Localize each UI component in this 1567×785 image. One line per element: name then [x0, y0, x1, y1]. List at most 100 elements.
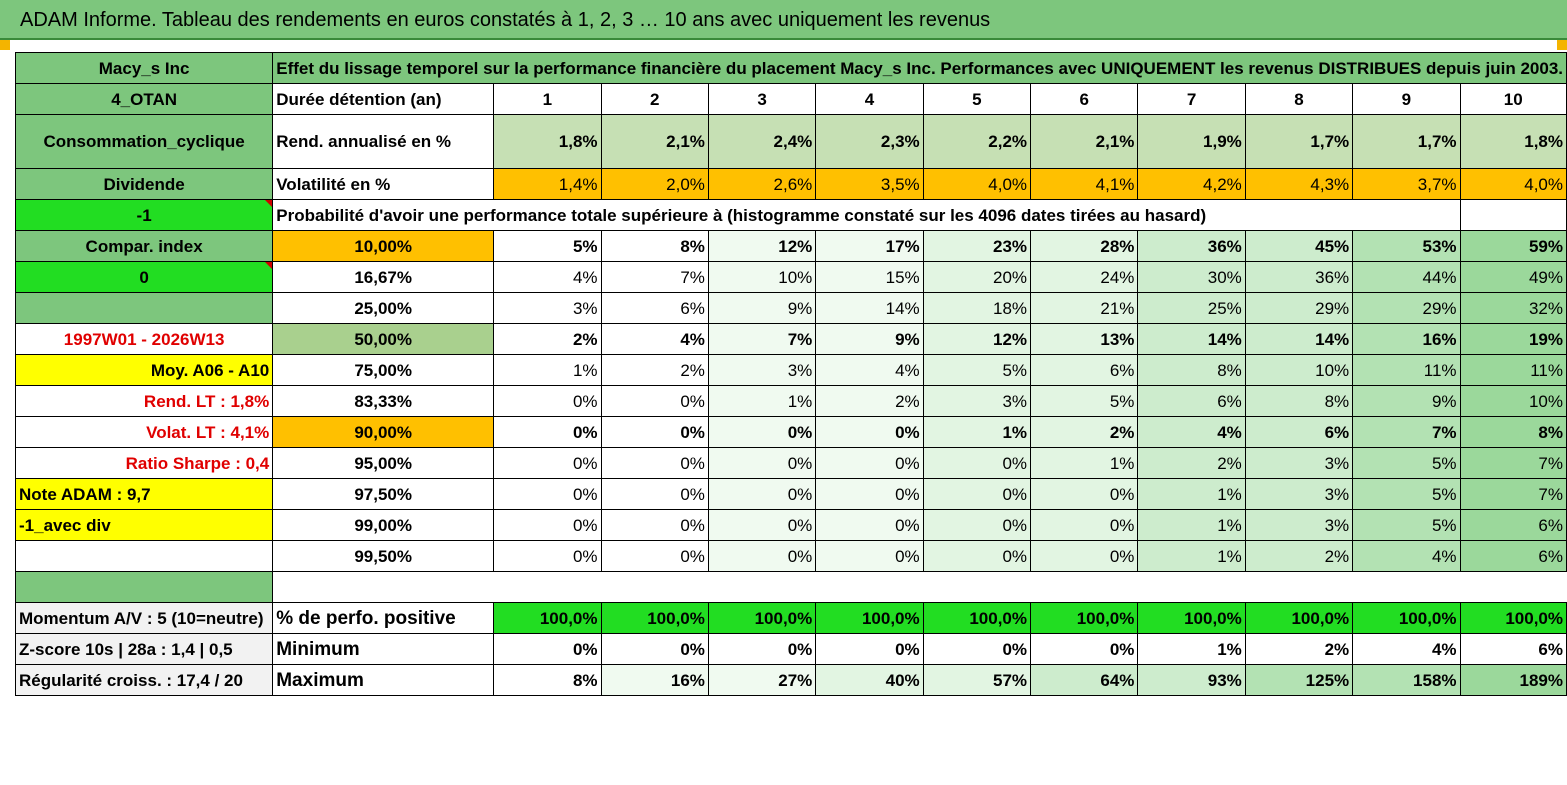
yield-cell: 2,3% — [815, 114, 924, 169]
comment-marker — [265, 200, 272, 207]
threshold-cell: 25,00% — [272, 292, 495, 324]
threshold-cell: 95,00% — [272, 447, 495, 479]
probability-cell: 5% — [1352, 509, 1461, 541]
probability-cell: 1% — [1137, 540, 1246, 572]
stat-side-label: Momentum A/V : 5 (10=neutre) — [14, 602, 274, 634]
probability-cell: 1% — [707, 385, 817, 417]
probability-cell: 21% — [1030, 292, 1139, 324]
probability-cell: 0% — [815, 509, 924, 541]
probability-row: Rend. LT : 1,8% 83,33% 0% 0% 1% 2% 3% 5% 6% 8% 9% 1… — [14, 385, 1567, 417]
probability-cell: 0% — [707, 540, 817, 572]
probability-cell: 4% — [493, 261, 602, 293]
probability-cell: 6% — [1459, 540, 1567, 572]
volatility-cell: 4,1% — [1030, 168, 1139, 200]
probability-cell: 15% — [815, 261, 924, 293]
threshold-cell: 90,00% — [272, 416, 495, 448]
probability-cell: 0% — [600, 447, 709, 479]
year-header: 8 — [1244, 83, 1354, 115]
probability-cell: 36% — [1244, 261, 1354, 293]
side-rend-lt-text: Rend. LT : 1,8% — [143, 391, 270, 411]
threshold-cell: 50,00% — [272, 323, 495, 355]
probability-cell: 5% — [922, 354, 1032, 386]
probability-cell: 0% — [922, 540, 1032, 572]
yield-cell: 2,1% — [1030, 114, 1139, 169]
probability-cell: 44% — [1352, 261, 1461, 293]
yield-cell: 1,8% — [493, 114, 602, 169]
report-title: ADAM Informe. Tableau des rendements en … — [0, 0, 1567, 40]
probability-row: Compar. index 10,00% 5% 8% 12% 17% 23% 28% 36% 45… — [14, 230, 1567, 262]
probability-row: Ratio Sharpe : 0,4 95,00% 0% 0% 0% 0% 0% 1% 2% 3%… — [14, 447, 1567, 479]
probability-header: Probabilité d'avoir une performance tota… — [272, 199, 1461, 231]
probability-cell: 0% — [1030, 509, 1139, 541]
probability-cell: 19% — [1459, 323, 1567, 355]
volatility-cell: 3,5% — [815, 168, 924, 200]
probability-cell: 0% — [493, 509, 602, 541]
maximum-cell: 93% — [1137, 664, 1246, 696]
probability-cell: 5% — [1030, 385, 1139, 417]
year-header: 5 — [922, 83, 1032, 115]
probability-cell: 0% — [922, 478, 1032, 510]
volatility-cell: 4,0% — [1459, 168, 1567, 200]
returns-table: Macy_s Inc Effet du lissage temporel sur… — [14, 52, 1567, 696]
side-code: 4_OTAN — [14, 83, 274, 115]
probability-cell: 49% — [1459, 261, 1567, 293]
probability-cell: 14% — [1137, 323, 1246, 355]
probability-cell: 0% — [600, 540, 709, 572]
maximum-cell: 125% — [1244, 664, 1354, 696]
minimum-cell: 4% — [1352, 633, 1461, 665]
minimum-label: Minimum — [272, 633, 495, 665]
probability-cell: 7% — [707, 323, 817, 355]
probability-cell: 3% — [922, 385, 1032, 417]
volatility-cell: 2,6% — [707, 168, 817, 200]
probability-cell: 0% — [493, 385, 602, 417]
year-header: 10 — [1459, 83, 1567, 115]
stat-side-label: Z-score 10s | 28a : 1,4 | 0,5 — [14, 633, 274, 665]
threshold-cell: 99,00% — [272, 509, 495, 541]
probability-cell: 10% — [1244, 354, 1354, 386]
corner-marker-right — [1557, 40, 1567, 50]
maximum-label: Maximum — [272, 664, 495, 696]
probability-cell: 8% — [600, 230, 709, 262]
threshold-cell: 75,00% — [272, 354, 495, 386]
volatility-cell: 4,0% — [922, 168, 1032, 200]
probability-cell: 5% — [1352, 478, 1461, 510]
minimum-cell: 0% — [815, 633, 924, 665]
probability-cell: 10% — [1459, 385, 1567, 417]
side-value-2-text: 0 — [139, 267, 149, 287]
probability-cell: 1% — [1137, 478, 1246, 510]
threshold-cell: 10,00% — [272, 230, 495, 262]
side-note-text: Note ADAM : 9,7 — [19, 484, 151, 504]
side-mode-text: -1_avec div — [19, 515, 111, 535]
probability-cell: 17% — [815, 230, 924, 262]
instrument-name: Macy_s Inc — [14, 52, 274, 84]
side-note: Note ADAM : 9,7 — [14, 478, 273, 510]
probability-cell: 0% — [707, 509, 817, 541]
probability-row: Note ADAM : 9,7 97,50% 0% 0% 0% 0% 0% 0% 1% 3% 5% 7… — [14, 478, 1567, 510]
positive-row: Momentum A/V : 5 (10=neutre)% de perfo. … — [14, 602, 1567, 634]
positive-cell: 100,0% — [600, 602, 709, 634]
side-moy-text: Moy. A06 - A10 — [150, 360, 270, 380]
probability-cell: 1% — [922, 416, 1032, 448]
probability-cell: 0% — [815, 540, 924, 572]
probability-cell: 9% — [1352, 385, 1461, 417]
probability-cell: 6% — [1137, 385, 1246, 417]
probability-cell: 13% — [1030, 323, 1139, 355]
volatility-cell: 4,2% — [1137, 168, 1246, 200]
threshold-cell: 16,67% — [272, 261, 495, 293]
yield-row: Consommation_cyclique Rend. annualisé en… — [14, 114, 1567, 169]
probability-cell: 7% — [1352, 416, 1461, 448]
probability-cell: 0% — [922, 447, 1032, 479]
year-header: 1 — [493, 83, 602, 115]
probability-header-row: -1 Probabilité d'avoir une performance t… — [14, 199, 1567, 231]
probability-cell: 9% — [707, 292, 817, 324]
probability-cell: 4% — [815, 354, 924, 386]
side-sharpe: Ratio Sharpe : 0,4 — [14, 447, 274, 479]
probability-row: Volat. LT : 4,1% 90,00% 0% 0% 0% 0% 1% 2% 4% 6% 7%… — [14, 416, 1567, 448]
probability-cell: 3% — [707, 354, 817, 386]
minimum-row: Z-score 10s | 28a : 1,4 | 0,5 Minimum 0% 0%… — [14, 633, 1567, 665]
probability-cell: 9% — [815, 323, 924, 355]
probability-cell: 3% — [493, 292, 602, 324]
probability-cell: 18% — [922, 292, 1032, 324]
probability-cell: 7% — [600, 261, 709, 293]
probability-cell: 2% — [815, 385, 924, 417]
